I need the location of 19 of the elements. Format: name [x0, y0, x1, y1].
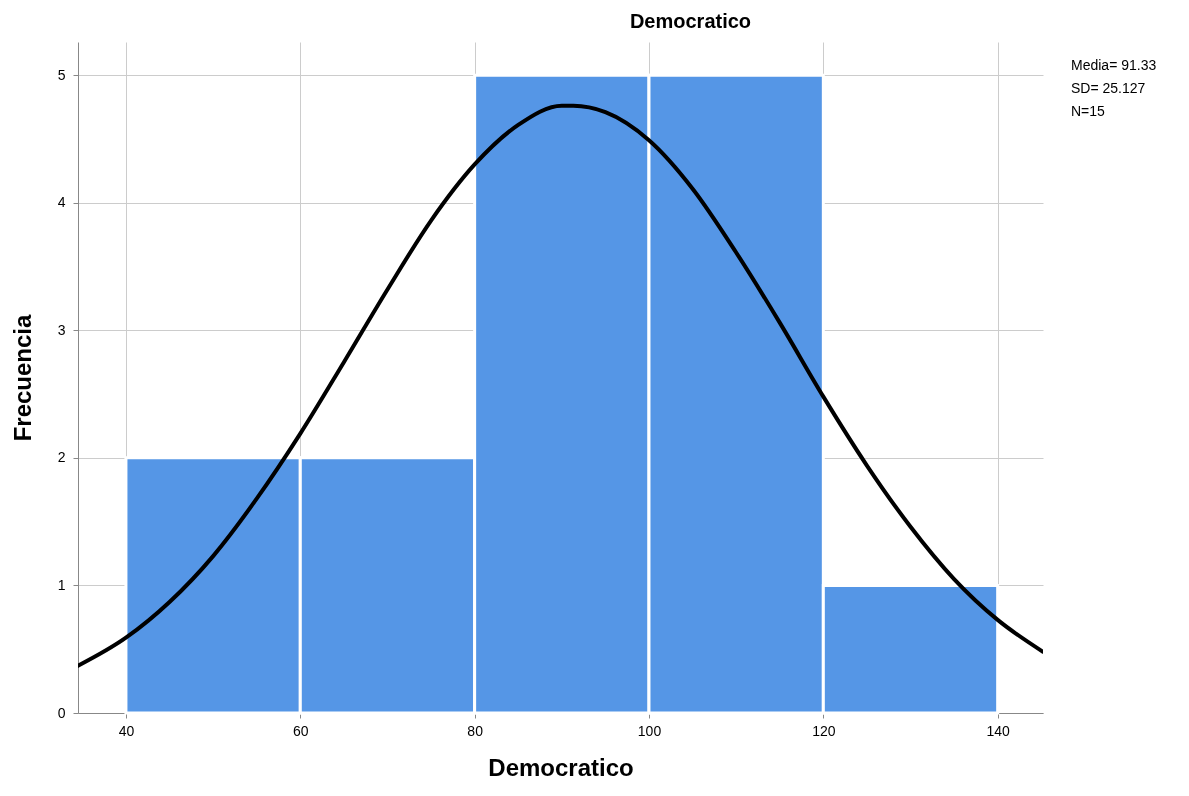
y-tick-label: 0: [57, 704, 66, 721]
x-tick-label: 120: [812, 722, 836, 739]
text: N=15: [1071, 103, 1106, 119]
y-tick-label: 1: [57, 576, 66, 593]
text: Media= 91.33: [1071, 57, 1157, 73]
line-series: [78, 103, 1043, 668]
x-tick-label: 80: [467, 722, 484, 739]
y-tick-label: 4: [57, 194, 66, 211]
chart-title: Democratico: [629, 10, 752, 32]
x-tick-label: 60: [293, 722, 309, 739]
x-tick-label: 40: [118, 722, 135, 739]
y-tick-label: 3: [57, 321, 66, 338]
x-tick-label: 140: [986, 722, 1011, 739]
y-tick-label: 2: [57, 449, 66, 466]
text: SD= 25.127: [1071, 80, 1146, 96]
y-tick-label: 5: [57, 66, 66, 83]
y-axis-title: Frecuencia: [8, 313, 36, 442]
x-tick-label: 100: [637, 722, 662, 739]
x-axis-title: Democratico: [488, 753, 634, 781]
